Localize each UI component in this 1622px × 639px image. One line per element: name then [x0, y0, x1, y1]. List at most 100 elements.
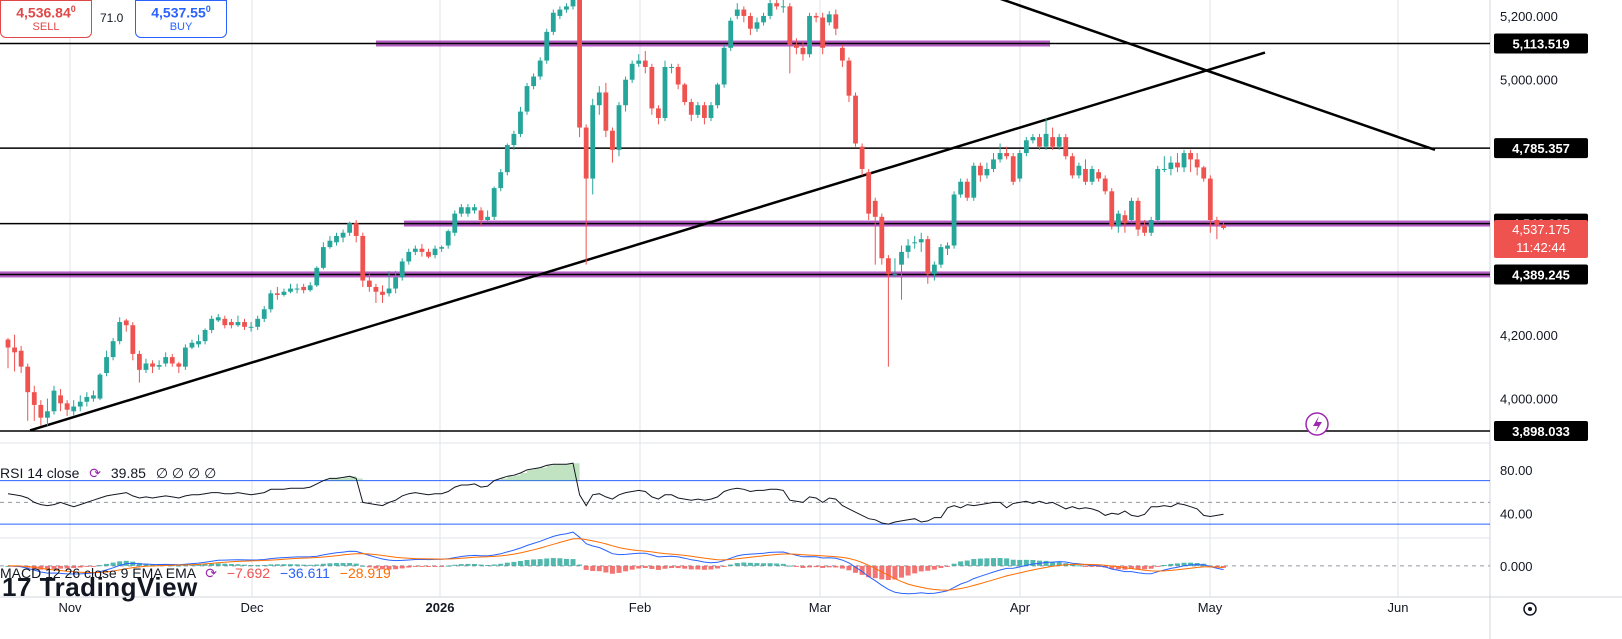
- candle-body: [261, 309, 267, 319]
- candle-body: [774, 3, 780, 7]
- y-tick-label: 5,200.000: [1500, 9, 1558, 24]
- macd-hist-bar: [242, 564, 248, 566]
- candle-body: [958, 181, 964, 195]
- macd-hist-bar: [274, 564, 280, 566]
- candle-body: [1201, 167, 1207, 179]
- candle-body: [688, 102, 694, 115]
- candle-body: [380, 291, 385, 295]
- candle-body: [833, 14, 839, 29]
- candle-body: [754, 22, 760, 29]
- candle-body: [741, 9, 747, 16]
- candle-body: [445, 231, 451, 246]
- candle-body: [603, 92, 609, 131]
- trendline: [29, 51, 1266, 432]
- macd-hist-bar: [1181, 562, 1187, 566]
- rsi-tick-label: 40.00: [1500, 506, 1533, 521]
- macd-hist-bar: [1056, 562, 1062, 566]
- macd-hist-bar: [879, 565, 885, 580]
- macd-hist-bar: [826, 565, 832, 568]
- macd-hist-bar: [859, 565, 865, 575]
- candle-body: [426, 251, 431, 257]
- macd-hist-bar: [44, 565, 50, 570]
- candle-body: [478, 210, 484, 220]
- macd-value-1: −7.692: [226, 565, 271, 581]
- candle-body: [314, 267, 320, 286]
- macd-hist-bar: [885, 565, 891, 580]
- macd-hist-bar: [800, 565, 806, 568]
- macd-hist-bar: [1109, 565, 1115, 569]
- macd-hist-bar: [235, 564, 241, 566]
- candle-body: [452, 213, 458, 233]
- candle-body: [334, 235, 339, 243]
- candle-body: [268, 293, 274, 310]
- macd-hist-bar: [379, 565, 385, 570]
- macd-hist-bar: [412, 565, 418, 567]
- macd-hist-bar: [642, 565, 648, 568]
- macd-hist-bar: [695, 565, 701, 570]
- candle-body: [931, 264, 937, 275]
- macd-hist-bar: [222, 563, 228, 566]
- candle-body: [1129, 200, 1134, 220]
- macd-hist-bar: [754, 563, 760, 566]
- candle-body: [708, 105, 714, 118]
- candle-body: [1050, 137, 1056, 147]
- candle-body: [202, 330, 208, 342]
- macd-legend[interactable]: MACD 12 26 close 9 EMA EMA ⟳ −7.692 −36.…: [0, 565, 391, 582]
- macd-hist-bar: [491, 564, 497, 566]
- candle-body: [150, 363, 155, 367]
- level-price-label: 5,113.519: [1512, 37, 1569, 52]
- macd-hist-bar: [373, 565, 379, 569]
- candle-body: [570, 0, 576, 7]
- macd-hist-bar: [1082, 565, 1088, 567]
- sell-price-sup: 0: [70, 4, 76, 14]
- buy-price: 4,537.55: [151, 4, 206, 21]
- candle-body: [406, 251, 412, 262]
- candle-body: [51, 390, 57, 412]
- candle-body: [274, 293, 280, 295]
- macd-hist-bar: [248, 565, 254, 567]
- candle-body: [130, 325, 136, 354]
- macd-hist-bar: [301, 564, 307, 566]
- macd-hist-bar: [977, 558, 983, 566]
- candle-body: [1056, 137, 1062, 147]
- candle-body: [846, 60, 852, 96]
- macd-hist-bar: [215, 563, 221, 566]
- macd-hist-bar: [1017, 559, 1023, 566]
- candle-body: [1004, 153, 1010, 157]
- candle-body: [892, 274, 898, 276]
- candle-body: [787, 6, 793, 45]
- macd-hist-bar: [504, 562, 510, 566]
- candle-body: [301, 286, 307, 291]
- candle-body: [25, 366, 31, 393]
- macd-hist-bar: [537, 559, 543, 566]
- rsi-line: [7, 462, 1224, 525]
- macd-hist-bar: [938, 565, 944, 568]
- candle-body: [1155, 168, 1161, 220]
- buy-price-sup: 0: [205, 4, 211, 14]
- rsi-settings-icon[interactable]: ⟳: [89, 465, 101, 481]
- macd-hist-bar: [228, 564, 234, 566]
- macd-hist-bar: [1148, 565, 1154, 569]
- candle-body: [176, 363, 182, 367]
- macd-hist-bar: [84, 565, 90, 567]
- rsi-value: 39.85: [110, 465, 146, 481]
- macd-hist-bar: [458, 564, 464, 566]
- candle-body: [91, 395, 96, 399]
- candle-body: [794, 44, 799, 48]
- candle-body: [826, 14, 832, 23]
- rsi-legend[interactable]: RSI 14 close ⟳ 39.85 ∅ ∅ ∅ ∅: [0, 465, 216, 482]
- macd-hist-bar: [531, 559, 537, 566]
- macd-hist-bar: [425, 565, 431, 567]
- macd-hist-bar: [833, 565, 839, 568]
- macd-hist-bar: [90, 565, 96, 567]
- sell-button[interactable]: 4,536.840 SELL: [0, 0, 92, 38]
- candle-body: [353, 223, 359, 236]
- buy-button[interactable]: 4,537.550 BUY: [135, 0, 227, 38]
- macd-hist-bar: [767, 563, 773, 566]
- candle-body: [504, 145, 510, 173]
- candle-body: [1115, 213, 1121, 227]
- macd-hist-bar: [419, 565, 425, 567]
- macd-settings-icon[interactable]: ⟳: [205, 565, 217, 581]
- candle-body: [938, 247, 944, 265]
